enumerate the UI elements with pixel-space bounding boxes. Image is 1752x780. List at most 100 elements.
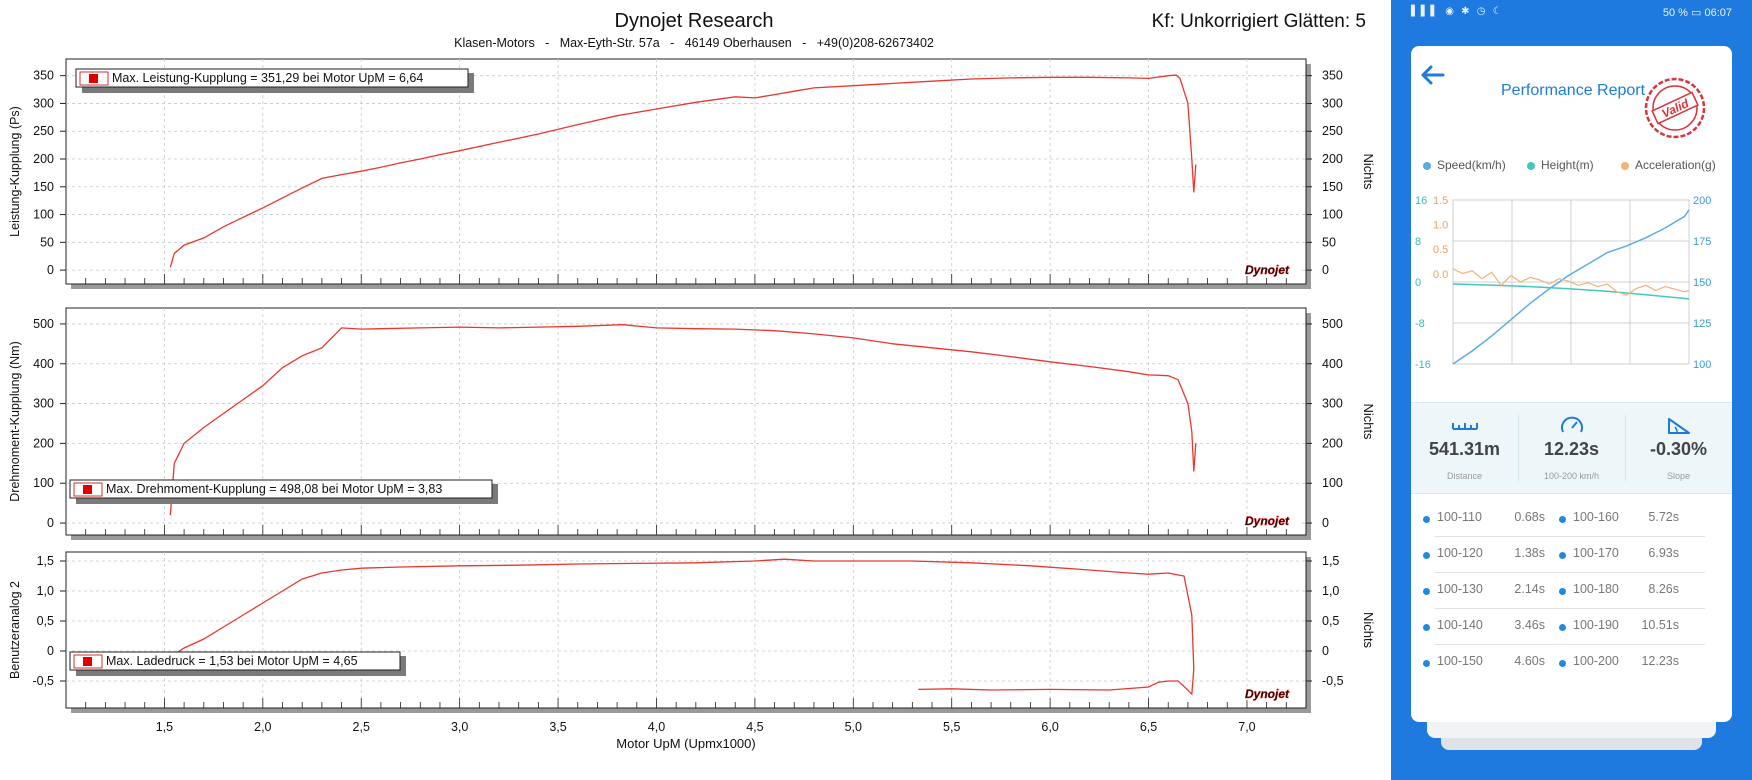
time-label: 100-200 km/h: [1543, 471, 1600, 481]
split-item: 100-130 2.14s: [1423, 582, 1545, 602]
legend-label: Max. Drehmoment-Kupplung = 498,08 bei Mo…: [106, 482, 442, 496]
x-tick-label: 4,5: [746, 720, 763, 734]
split-time: 4.60s: [1514, 654, 1545, 668]
speedometer-icon: [1561, 416, 1583, 433]
bullet-dot: [1423, 516, 1430, 523]
y2-tick-label: 200: [1322, 436, 1343, 450]
bullet-dot: [1423, 624, 1430, 631]
y-tick-label: 0: [47, 644, 54, 658]
y-axis-label: Drehmoment-Kupplung (Nm): [8, 341, 22, 501]
y2-tick-label: 100: [1322, 208, 1343, 222]
bullet-dot: [1559, 624, 1566, 631]
y2-axis-label: Nichts: [1361, 612, 1376, 649]
bullet-dot: [1559, 588, 1566, 595]
panel-frame: [65, 58, 1307, 285]
slope-value: -0.30%: [1649, 439, 1708, 459]
y2-tick-label: 0: [1322, 644, 1329, 658]
mini-series-acceleration: [1452, 268, 1690, 296]
y2-tick-label: 500: [1322, 317, 1343, 331]
logo-backing: [1232, 515, 1302, 527]
card-shadow-2: [1441, 736, 1702, 750]
dyno-chart-sheet: Dynojet Research Klasen-Motors - Max-Eyt…: [8, 10, 1376, 751]
split-item: 100-200 12.23s: [1559, 654, 1679, 674]
legend-label: Max. Leistung-Kupplung = 351,29 bei Moto…: [112, 71, 423, 85]
back-button[interactable]: [1419, 60, 1455, 90]
bullet-dot: [1423, 588, 1430, 595]
stat-divider: [1625, 415, 1626, 481]
data-series-line: [169, 558, 1195, 696]
split-item: 100-160 5.72s: [1559, 510, 1679, 530]
x-tick-label: 1,5: [156, 720, 173, 734]
panel-frame: [65, 551, 1307, 709]
dynojet-logo: Dynojet: [1232, 514, 1302, 528]
y-tick-label: 300: [33, 96, 54, 110]
data-series-line: [169, 324, 1197, 516]
legend-swatch: [89, 74, 98, 83]
mini-left2-tick-label: 0.0: [1433, 269, 1448, 281]
mini-right-tick-label: 200: [1693, 195, 1711, 207]
y2-tick-label: 100: [1322, 476, 1343, 490]
stat-divider: [1518, 415, 1519, 481]
x-tick-label: 5,0: [845, 720, 862, 734]
mini-series-speed: [1452, 209, 1690, 365]
split-item: 100-170 6.93s: [1559, 546, 1679, 566]
y-tick-label: 1,0: [37, 584, 54, 598]
logo-text: Dynojet: [1245, 514, 1290, 528]
split-range: 100-200: [1573, 654, 1619, 668]
battery-clock: 50 % ▭ 06:07: [1662, 7, 1732, 19]
dyno-title: Dynojet Research: [615, 10, 774, 32]
x-tick-label: 6,0: [1041, 720, 1058, 734]
split-range: 100-140: [1437, 618, 1483, 632]
y2-tick-label: -0,5: [1322, 674, 1344, 688]
split-time: 3.46s: [1514, 618, 1545, 632]
distance-label: Distance: [1446, 471, 1482, 481]
y-tick-label: 0: [47, 516, 54, 530]
y-tick-label: 50: [40, 235, 54, 249]
y2-tick-label: 0,5: [1322, 614, 1339, 628]
logo-text: Dynojet: [1245, 687, 1290, 701]
slope-label: Slope: [1666, 471, 1691, 481]
split-item: 100-140 3.46s: [1423, 618, 1545, 638]
bullet-dot: [1423, 660, 1430, 667]
stat-distance: 541.31m Distance: [1411, 403, 1518, 493]
slope-icon: [1668, 418, 1690, 434]
y2-tick-label: 0: [1322, 516, 1329, 530]
split-item: 100-150 4.60s: [1423, 654, 1545, 674]
y2-axis-label: Nichts: [1361, 153, 1376, 190]
split-range: 100-190: [1573, 618, 1619, 632]
y2-tick-label: 1,5: [1322, 554, 1339, 568]
mini-left-tick-label: -16: [1415, 359, 1431, 371]
dyno-panel-2: 0 0 100 100 200 200 300 300 400 400 500 500 Drehmome…: [8, 307, 1376, 540]
x-tick-label: 3,5: [549, 720, 566, 734]
y-tick-label: 500: [33, 317, 54, 331]
y2-tick-label: 1,0: [1322, 584, 1339, 598]
phone-screen: ▌▌▌ ◉ ✱ ◷ ☾ 50 % ▭ 06:07 Performance Rep…: [1391, 0, 1752, 780]
data-series-line: [169, 74, 1197, 268]
mini-right-tick-label: 150: [1693, 277, 1711, 289]
y-tick-label: 100: [33, 208, 54, 222]
split-time: 12.23s: [1641, 654, 1679, 668]
x-axis-tick-labels: 1,5 2,0 2,5 3,0 3,5 4,0 4,5 5,0 5,5 6,0 6,5 7,0: [156, 720, 1256, 734]
split-range: 100-120: [1437, 546, 1483, 560]
y2-tick-label: 0: [1322, 263, 1329, 277]
split-time: 2.14s: [1514, 582, 1545, 596]
legend-box: [69, 479, 493, 499]
split-item: 100-190 10.51s: [1559, 618, 1679, 638]
legend-item-acceleration: Acceleration(g): [1621, 158, 1716, 172]
valid-stamp: Valid: [1644, 77, 1706, 139]
x-tick-label: 4,0: [648, 720, 665, 734]
x-tick-label: 6,5: [1140, 720, 1157, 734]
mini-chart-legend: Speed(km/h) Height(m) Acceleration(g): [1411, 158, 1732, 178]
status-bar: ▌▌▌ ◉ ✱ ◷ ☾ 50 % ▭ 06:07: [1391, 0, 1752, 24]
arrow-left-icon: [1421, 65, 1445, 85]
logo-backing: [1232, 688, 1302, 700]
split-time: 0.68s: [1514, 510, 1545, 524]
ruler-icon: [1452, 423, 1478, 430]
split-range: 100-170: [1573, 546, 1619, 560]
time-value: 12.23s: [1543, 439, 1600, 459]
y2-tick-label: 300: [1322, 96, 1343, 110]
y-tick-label: 100: [33, 476, 54, 490]
split-range: 100-160: [1573, 510, 1619, 524]
x-tick-label: 3,0: [451, 720, 468, 734]
dyno-subtitle: Klasen-Motors - Max-Eyth-Str. 57a - 4614…: [454, 36, 934, 50]
